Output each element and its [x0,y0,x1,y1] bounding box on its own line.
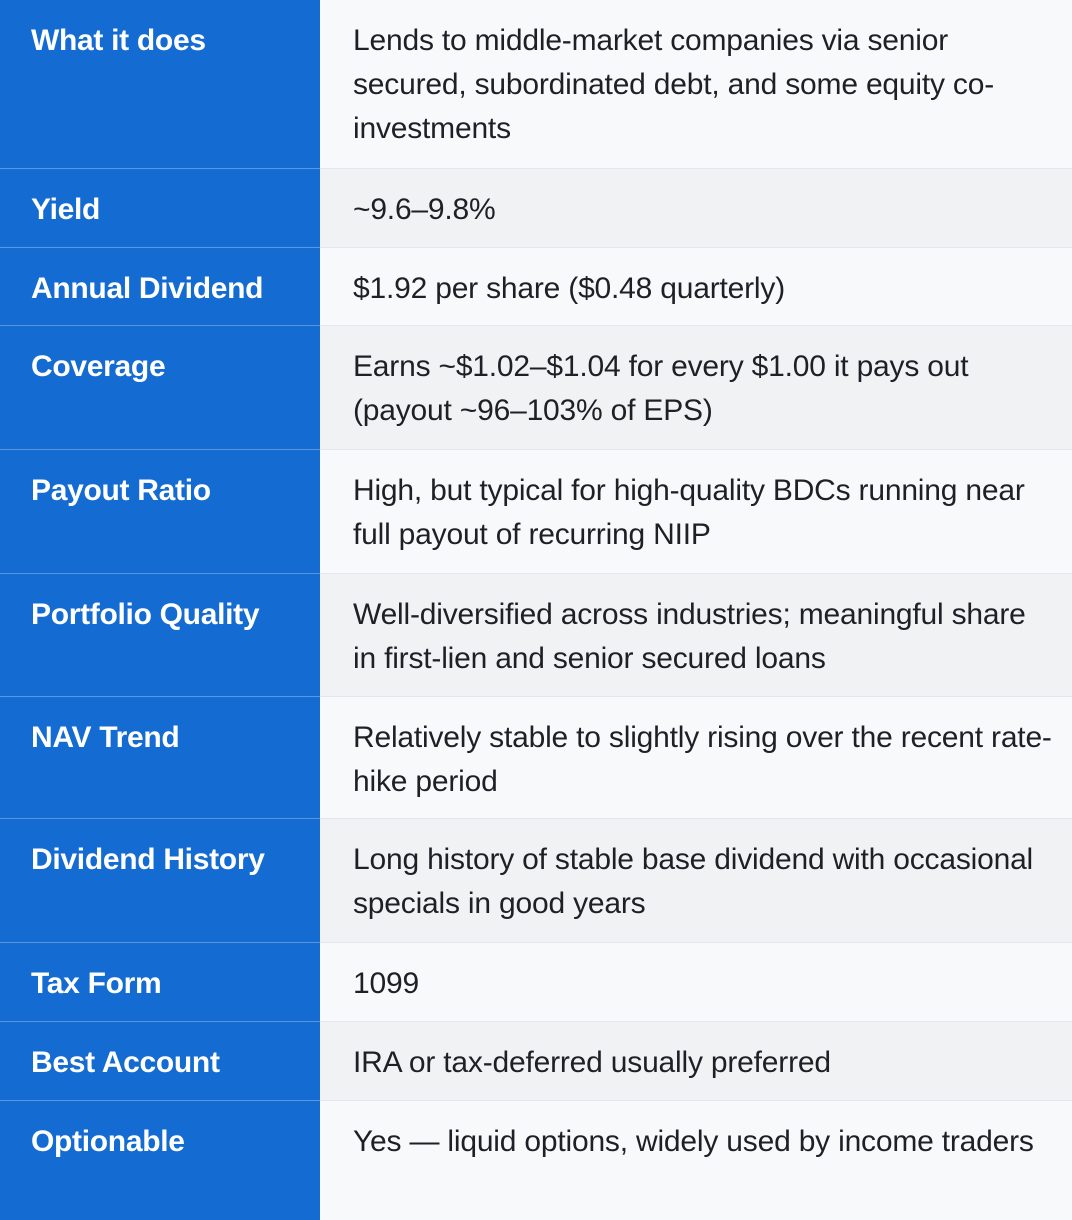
row-label-coverage: Coverage [0,325,320,450]
table-row: Payout Ratio High, but typical for high-… [0,449,1072,574]
row-label-yield: Yield [0,168,320,248]
row-label-annual-dividend: Annual Dividend [0,247,320,326]
table-row: Tax Form 1099 [0,942,1072,1022]
table-row: Dividend History Long history of stable … [0,818,1072,943]
table-row: Optionable Yes — liquid options, widely … [0,1100,1072,1220]
row-value-portfolio-quality: Well-diversified across industries; mean… [320,573,1072,697]
table-row: Coverage Earns ~$1.02–$1.04 for every $1… [0,325,1072,450]
table-row: Yield ~9.6–9.8% [0,168,1072,248]
table-row: Best Account IRA or tax-deferred usually… [0,1021,1072,1101]
row-value-what-it-does: Lends to middle-market companies via sen… [320,0,1072,169]
row-value-payout-ratio: High, but typical for high-quality BDCs … [320,449,1072,574]
table-row: Annual Dividend $1.92 per share ($0.48 q… [0,247,1072,326]
row-label-dividend-history: Dividend History [0,818,320,943]
table-row: What it does Lends to middle-market comp… [0,0,1072,169]
row-label-best-account: Best Account [0,1021,320,1101]
row-label-payout-ratio: Payout Ratio [0,449,320,574]
row-value-optionable: Yes — liquid options, widely used by inc… [320,1100,1072,1220]
row-label-what-it-does: What it does [0,0,320,169]
row-value-dividend-history: Long history of stable base dividend wit… [320,818,1072,943]
row-value-annual-dividend: $1.92 per share ($0.48 quarterly) [320,247,1072,326]
row-value-yield: ~9.6–9.8% [320,168,1072,248]
row-label-optionable: Optionable [0,1100,320,1220]
row-value-coverage: Earns ~$1.02–$1.04 for every $1.00 it pa… [320,325,1072,450]
row-value-tax-form: 1099 [320,942,1072,1022]
table-row: NAV Trend Relatively stable to slightly … [0,696,1072,819]
row-label-tax-form: Tax Form [0,942,320,1022]
row-value-best-account: IRA or tax-deferred usually preferred [320,1021,1072,1101]
table-row: Portfolio Quality Well-diversified acros… [0,573,1072,697]
row-value-nav-trend: Relatively stable to slightly rising ove… [320,696,1072,819]
row-label-portfolio-quality: Portfolio Quality [0,573,320,697]
row-label-nav-trend: NAV Trend [0,696,320,819]
